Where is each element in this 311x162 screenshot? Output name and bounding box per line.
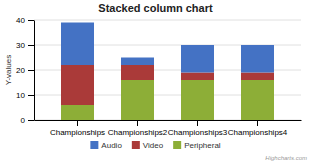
axis-line	[35, 120, 302, 121]
tick-mark	[77, 120, 78, 126]
bar	[121, 58, 154, 66]
grid	[34, 20, 301, 120]
series	[61, 23, 274, 73]
y-axis-title: Y-values	[4, 55, 13, 85]
grid-line	[34, 20, 301, 21]
tick-mark	[137, 120, 138, 126]
legend-item: Peripheral	[173, 141, 221, 150]
legend-item: Audio	[90, 141, 122, 150]
tick-label: Championships3	[168, 128, 228, 137]
bar	[61, 23, 94, 66]
tick-mark	[28, 70, 34, 71]
tick-mark	[257, 120, 258, 126]
bar	[181, 80, 214, 120]
legend-label: Audio	[101, 141, 122, 150]
tick: 10	[16, 91, 34, 100]
bar	[121, 80, 154, 120]
tick-label: 40	[16, 16, 25, 25]
bar	[241, 80, 274, 120]
tick: 40	[16, 16, 34, 25]
axis-line	[34, 21, 35, 121]
tick: Championships	[50, 120, 105, 137]
tick: Championships3	[168, 120, 228, 137]
bar	[181, 73, 214, 81]
x-axis: ChampionshipsChampionships2Championships…	[35, 120, 302, 137]
legend: Audio Video Peripheral	[90, 141, 220, 150]
tick-label: 30	[16, 41, 25, 50]
bar	[241, 45, 274, 73]
bar	[181, 45, 214, 73]
bar	[61, 65, 94, 105]
legend-label: Video	[143, 141, 164, 150]
tick-label: 10	[16, 91, 25, 100]
tick: 0	[21, 116, 34, 125]
tick: 20	[16, 66, 34, 75]
plot: 010203040ChampionshipsChampionships2Cham…	[16, 16, 301, 137]
tick-label: 0	[21, 116, 26, 125]
legend-swatch	[173, 141, 181, 149]
bar	[121, 65, 154, 80]
tick-mark	[28, 120, 34, 121]
y-axis: 0 10 20 30 40	[16, 16, 34, 125]
tick: Championships2	[108, 120, 168, 137]
chart: 010203040ChampionshipsChampionships2Cham…	[0, 0, 311, 162]
annotation: Highcharts.com	[265, 155, 307, 161]
tick: Championships4	[228, 120, 288, 137]
legend-label: Peripheral	[184, 141, 221, 150]
tick-mark	[28, 20, 34, 21]
legend-swatch	[90, 141, 98, 149]
bar	[241, 73, 274, 81]
bars	[61, 23, 274, 121]
legend-swatch	[132, 141, 140, 149]
tick-label: Championships4	[228, 128, 288, 137]
tick-mark	[28, 95, 34, 96]
tick: 30	[16, 41, 34, 50]
bar	[61, 105, 94, 120]
title: Stacked column chart	[98, 2, 213, 14]
tick-label: Championships	[50, 128, 105, 137]
tick-mark	[197, 120, 198, 126]
tick-label: 20	[16, 66, 25, 75]
legend-item: Video	[132, 141, 164, 150]
tick-label: Championships2	[108, 128, 168, 137]
tick-mark	[28, 45, 34, 46]
